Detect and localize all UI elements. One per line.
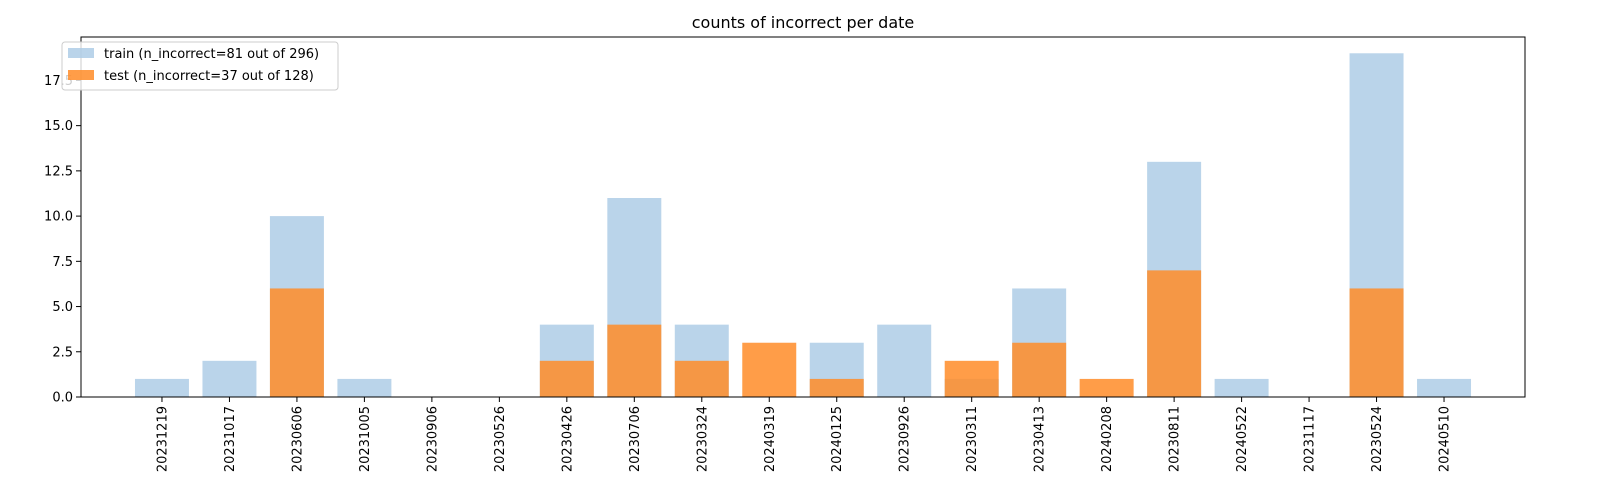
x-tick-label-20231117: 20231117 [1303, 406, 1318, 472]
x-tick-label-20230906: 20230906 [425, 406, 440, 472]
y-tick-label: 2.5 [52, 345, 73, 360]
x-tick-label-20240510: 20240510 [1438, 406, 1453, 472]
x-tick-label-20230606: 20230606 [290, 406, 305, 472]
x-tick-label-20230706: 20230706 [628, 406, 643, 472]
test-bar-20230413 [1012, 342, 1067, 397]
legend-swatch-test [68, 70, 94, 80]
x-tick-label-20230426: 20230426 [560, 406, 575, 472]
x-tick-label-20230413: 20230413 [1033, 406, 1048, 472]
y-tick-label: 10.0 [44, 210, 73, 225]
y-tick-label: 5.0 [52, 300, 73, 315]
test-bar-20230324 [674, 360, 729, 397]
x-tick-label-20230324: 20230324 [695, 406, 710, 472]
legend-label-test: test (n_incorrect=37 out of 128) [104, 69, 314, 84]
y-tick-label: 0.0 [52, 391, 73, 406]
test-bar-20230606 [269, 288, 324, 397]
test-bar-20230811 [1147, 270, 1202, 397]
x-tick-label-20230526: 20230526 [493, 406, 508, 472]
test-bar-20230706 [607, 324, 662, 397]
y-axis: 0.02.55.07.510.012.515.017.5 [44, 74, 81, 406]
test-bar-20230311 [944, 360, 999, 397]
x-tick-label-20230926: 20230926 [898, 406, 913, 472]
train-bar-20231005 [337, 378, 392, 397]
train-bar-20240522 [1214, 378, 1269, 397]
test-bar-20240319 [742, 342, 797, 397]
legend-swatch-train [68, 48, 94, 58]
legend-label-train: train (n_incorrect=81 out of 296) [104, 47, 319, 62]
plot-frame [80, 36, 1526, 398]
x-tick-label-20230811: 20230811 [1168, 406, 1183, 472]
y-tick-label: 12.5 [44, 164, 73, 179]
x-axis: 20231219 20231017 20230606 20231005 20230906… [155, 397, 1453, 472]
x-tick-label-20230524: 20230524 [1370, 406, 1385, 472]
x-tick-label-20240522: 20240522 [1235, 406, 1250, 472]
train-bar-20240510 [1417, 378, 1472, 397]
x-tick-label-20231017: 20231017 [223, 406, 238, 472]
y-tick-label: 7.5 [52, 255, 73, 270]
y-tick-label: 15.0 [44, 119, 73, 134]
test-bars [269, 270, 1404, 397]
x-tick-label-20231005: 20231005 [358, 406, 373, 472]
train-bar-20231017 [202, 360, 257, 397]
x-tick-label-20230311: 20230311 [965, 406, 980, 472]
train-bar-20231219 [134, 378, 189, 397]
x-tick-label-20231219: 20231219 [155, 406, 170, 472]
legend: train (n_incorrect=81 out of 296) test (… [61, 41, 339, 91]
train-bar-20230926 [877, 324, 932, 397]
test-bar-20240208 [1079, 378, 1134, 397]
train-bars [134, 53, 1472, 397]
x-tick-label-20240319: 20240319 [763, 406, 778, 472]
test-bar-20230426 [539, 360, 594, 397]
chart-title: counts of incorrect per date [692, 13, 915, 32]
x-tick-label-20240208: 20240208 [1100, 406, 1115, 472]
test-bar-20240125 [809, 378, 864, 397]
x-tick-label-20240125: 20240125 [830, 406, 845, 472]
test-bar-20230524 [1349, 288, 1404, 397]
legend-box [61, 41, 339, 91]
